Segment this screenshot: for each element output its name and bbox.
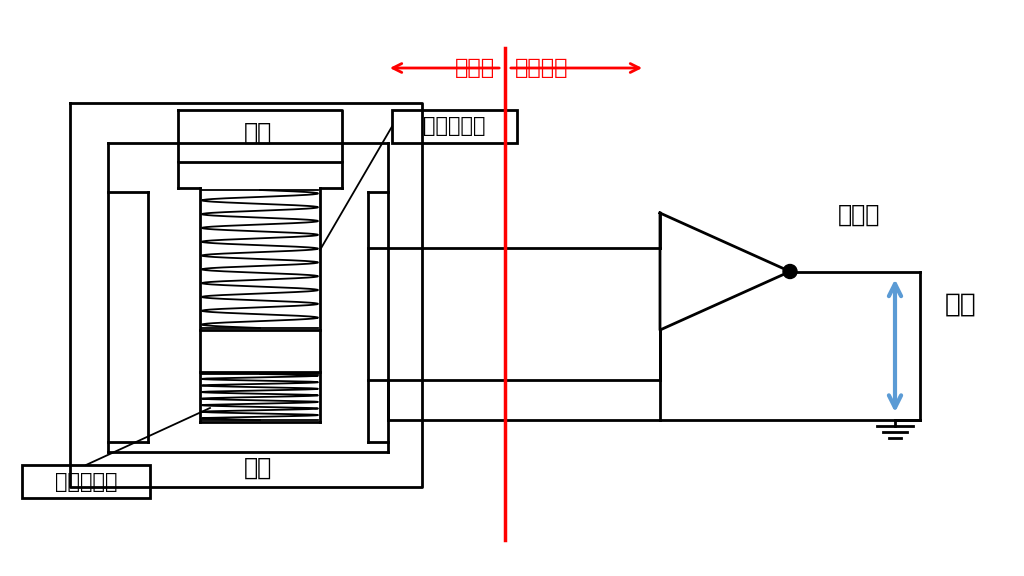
Text: 出力: 出力 (945, 292, 977, 318)
Text: コイル＃１: コイル＃１ (423, 116, 485, 137)
Text: 増幅器: 増幅器 (838, 203, 881, 227)
Text: 収録装置: 収録装置 (515, 58, 568, 78)
Bar (392, 110, 517, 143)
Text: 磁石: 磁石 (244, 456, 272, 480)
Text: 振子: 振子 (244, 121, 272, 145)
Text: コイル＃２: コイル＃２ (54, 472, 118, 491)
Circle shape (783, 264, 797, 279)
Text: 検出器: 検出器 (455, 58, 495, 78)
Bar (22, 465, 150, 498)
